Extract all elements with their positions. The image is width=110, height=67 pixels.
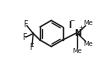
Text: F: F [24, 20, 28, 29]
Text: Me: Me [73, 48, 82, 54]
Text: F: F [30, 43, 34, 52]
Text: Me: Me [84, 41, 93, 47]
Text: Me: Me [84, 20, 93, 26]
Text: F: F [22, 33, 27, 42]
Text: −: − [69, 17, 75, 22]
Text: N: N [74, 29, 81, 38]
Text: I: I [68, 21, 71, 30]
Text: +: + [78, 25, 83, 30]
